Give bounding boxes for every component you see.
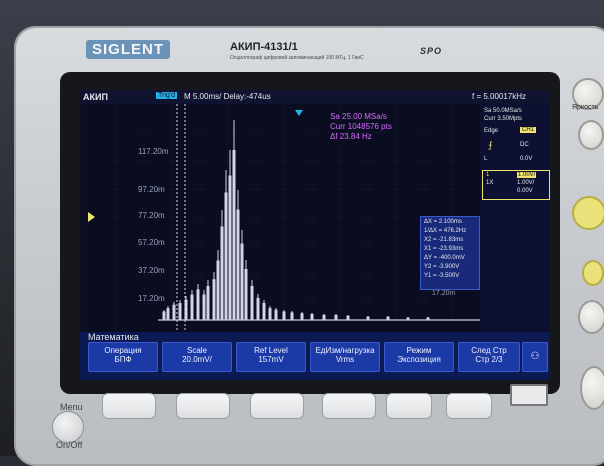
ch1-offset: 0.00V [517, 188, 533, 194]
cursor-y2: Y2 = -3.900V [424, 264, 460, 270]
model-subtitle: Осциллограф цифровой запоминающий 100 МГ… [230, 55, 364, 61]
softkey-mode[interactable]: Режим Экспозиция [384, 342, 454, 372]
softkey-menu-bar: Математика Операция БПФ Scale 20.0mV/ Ref … [80, 332, 550, 380]
edge-label: Edge [484, 128, 499, 134]
ch1-probe: 1X [486, 180, 494, 186]
y-label-3: 57.20m [138, 238, 165, 247]
trigger-position-marker [295, 110, 303, 116]
coupling-label: DC [520, 142, 529, 148]
ch1-position-knob[interactable] [572, 196, 604, 230]
top-status-bar [80, 90, 550, 104]
hw-softkey-5[interactable] [386, 393, 432, 419]
ch1-button[interactable] [582, 260, 604, 286]
model-label: АКИП-4131/1 [230, 41, 298, 53]
cursor-readout-box: ΔX = 2.100ms 1/ΔX = 476.2Hz X2 = -21.83m… [420, 216, 480, 290]
intensity-knob[interactable] [578, 120, 604, 150]
hw-softkey-3[interactable] [250, 393, 304, 419]
cursor-x1: X1 = -23.93ms [424, 246, 464, 252]
y-label-5: 17.20m [138, 294, 165, 303]
onoff-label: On/Off [56, 440, 83, 450]
cursor-dx: ΔX = 2.100ms [424, 219, 462, 225]
graticule-grid [88, 104, 480, 332]
right-side-panel: Sa 50.0MSa/s Curr 3.50Mpts Edge CH1 ⨍ DC… [480, 104, 550, 332]
horizontal-knob[interactable] [580, 366, 604, 410]
usb-port [510, 384, 548, 406]
sample-rate-readout: Sa 25.00 MSa/s [330, 112, 387, 121]
level-value: 0.0V [520, 156, 533, 162]
menu-title: Математика [88, 332, 139, 342]
delta-f-readout: Δf 23.84 Hz [330, 132, 372, 141]
hw-softkey-4[interactable] [322, 393, 376, 419]
brightness-label: Яркость [572, 104, 599, 111]
hw-softkey-1[interactable] [102, 393, 156, 419]
cursor-extra-label: 17.20m [432, 290, 456, 297]
hw-softkey-6[interactable] [446, 393, 492, 419]
y-label-2: 77.20m [138, 211, 165, 220]
mode-label: АКИП [83, 92, 108, 102]
softkey-ref-level[interactable]: Ref Level 157mV [236, 342, 306, 372]
softkey-next-page[interactable]: След Стр Стр 2/3 [458, 342, 520, 372]
y-label-1: 97.20m [138, 185, 165, 194]
cursor-y1: Y1 = -3.500V [424, 273, 460, 279]
y-label-4: 37.20m [138, 266, 165, 275]
timebase-readout: M 5.00ms/ Delay:-474us [184, 92, 271, 101]
hw-softkey-2[interactable] [176, 393, 230, 419]
ch1-volts: 1.00V/ [517, 172, 537, 178]
ch1-scale-knob[interactable] [578, 300, 604, 334]
y-label-0: 117.20m [138, 147, 169, 156]
curr-points-readout: Curr 1048576 pts [330, 122, 392, 131]
brightness-knob[interactable] [572, 78, 604, 110]
brand-logo: SIGLENT [86, 40, 171, 59]
side-sa: Sa 50.0MSa/s [484, 108, 522, 114]
edge-source: CH1 [520, 127, 537, 133]
side-curr: Curr 3.50Mpts [484, 116, 523, 122]
cursor-x2: X2 = -21.83ms [424, 237, 464, 243]
channel1-box: 1 1.00V/ 1X 1.00V/ 0.00V [482, 170, 550, 200]
network-icon[interactable]: ⚇ [522, 342, 548, 372]
frequency-readout: f = 5.00017kHz [472, 92, 527, 101]
edge-rising-icon: ⨍ [488, 140, 493, 150]
ch1-volts-2: 1.00V/ [517, 180, 535, 186]
softkey-units[interactable]: ЕдИзм/нагрузка Vrms [310, 342, 380, 372]
spo-badge: SPO [420, 46, 443, 56]
waveform-plot[interactable] [88, 104, 480, 332]
cursor-dy: ΔY = -400.0mV [424, 255, 465, 261]
trigger-level-marker [88, 212, 95, 222]
level-label: L [484, 156, 488, 162]
menu-onoff-button[interactable] [52, 411, 84, 443]
trig-status: Trig'd [156, 92, 178, 99]
softkey-scale[interactable]: Scale 20.0mV/ [162, 342, 232, 372]
fft-trace [158, 120, 480, 321]
oscilloscope-screen: АКИП Trig'd M 5.00ms/ Delay:-474us f = 5… [80, 90, 550, 380]
cursor-inv-dx: 1/ΔX = 476.2Hz [424, 228, 467, 234]
ch1-label: 1 [486, 172, 490, 178]
fft-plot-svg [88, 104, 480, 332]
menu-key-label: Menu [60, 402, 83, 412]
softkey-operation[interactable]: Операция БПФ [88, 342, 158, 372]
